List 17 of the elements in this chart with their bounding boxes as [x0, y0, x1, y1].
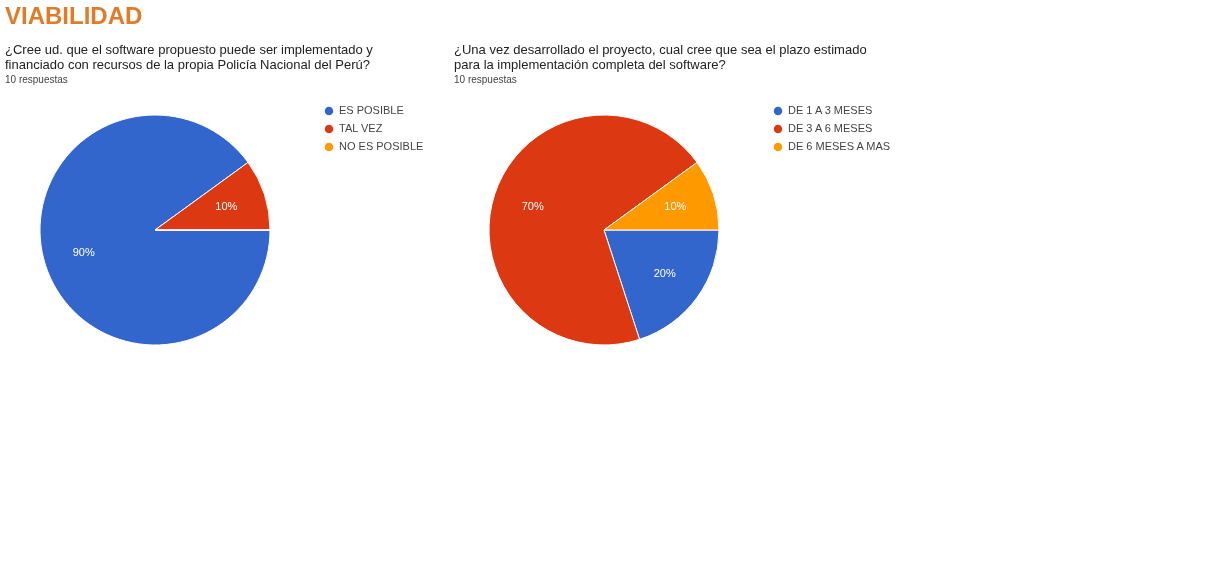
pie-slice — [39, 114, 271, 346]
chart-subtitle: 10 respuestas — [454, 74, 517, 85]
text: VIABILIDAD — [5, 2, 143, 29]
legend-label: ES POSIBLE — [339, 104, 404, 116]
data-label: 70% — [521, 199, 544, 212]
data-label: 90% — [72, 246, 95, 259]
chart-title: ¿Una vez desarrollado el proyecto, cual cree que sea el plazo estimado para la implementación completa del software? — [454, 42, 867, 72]
data-label: 10% — [664, 199, 687, 212]
legend-label: TAL VEZ — [339, 122, 383, 134]
data-label: 20% — [653, 267, 676, 280]
legend-label: DE 6 MESES A MAS — [788, 140, 891, 152]
data-label: 10% — [215, 199, 238, 212]
legend-label: DE 1 A 3 MESES — [788, 104, 873, 116]
legend-label: DE 3 A 6 MESES — [788, 122, 873, 134]
chart-title: ¿Cree ud. que el software propuesto puede ser implementado y financiado con recursos de la propia Policía Nacional del Perú? — [5, 42, 374, 72]
legend-label: NO ES POSIBLE — [339, 140, 424, 152]
chart-subtitle: 10 respuestas — [5, 74, 68, 85]
